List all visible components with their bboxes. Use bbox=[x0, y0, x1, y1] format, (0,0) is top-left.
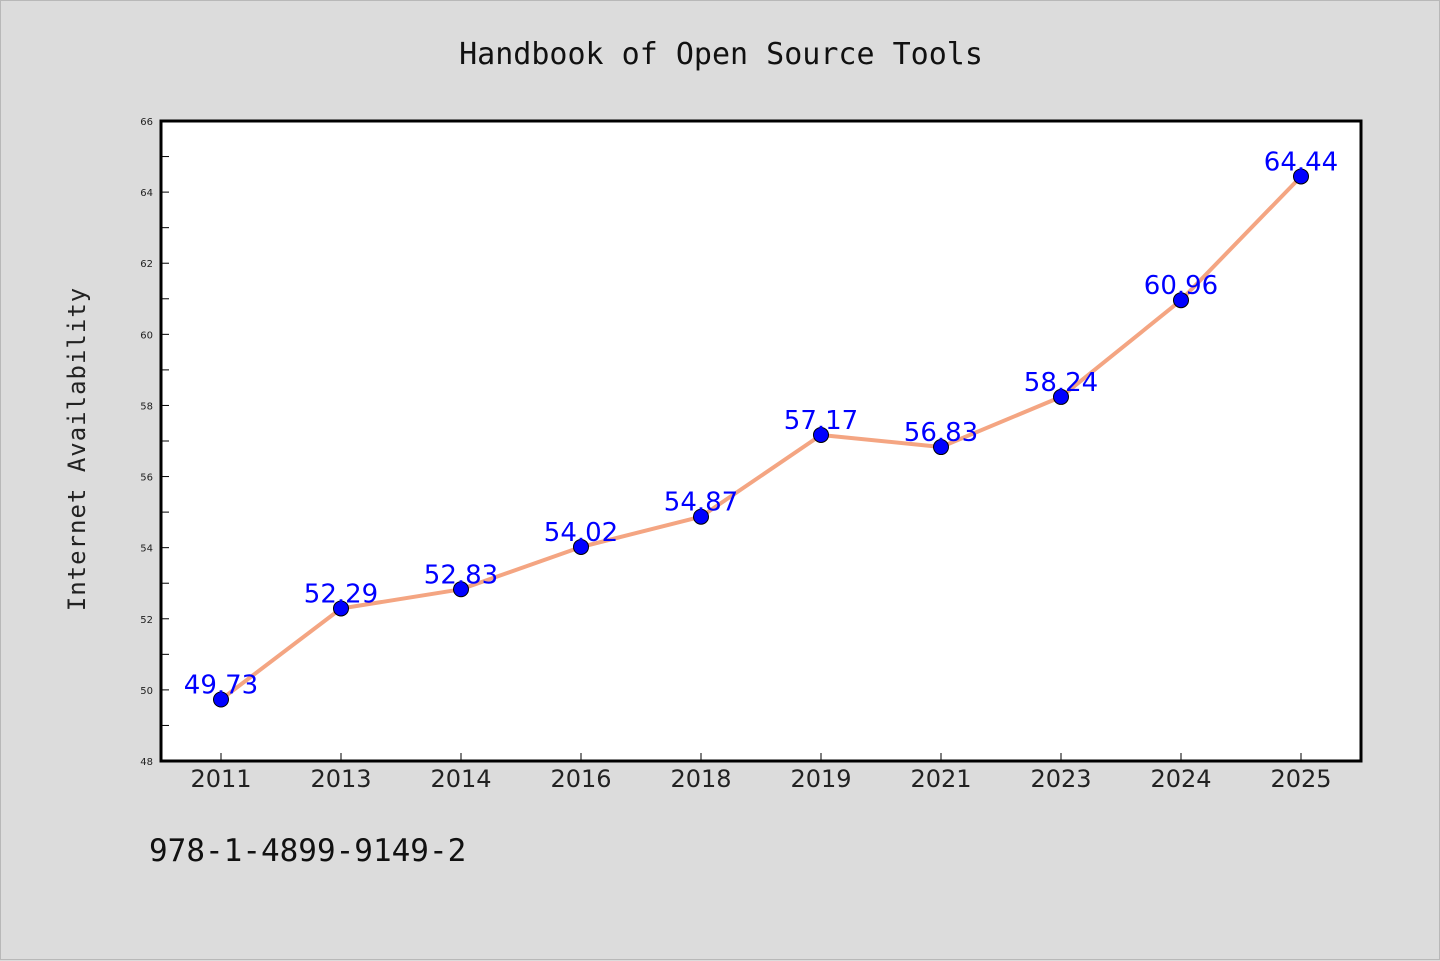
data-labels: 49.73 52.29 52.83 54.02 54.87 57.17 56.83 58.24… bbox=[184, 147, 1338, 700]
data-point bbox=[213, 691, 229, 708]
data-point bbox=[453, 581, 469, 598]
data-label: 49.73 bbox=[184, 670, 258, 700]
x-tick-label: 2013 bbox=[310, 765, 371, 793]
plot-frame bbox=[159, 119, 1363, 763]
series-markers bbox=[213, 168, 1309, 708]
y-tick-label: 62 bbox=[140, 259, 153, 270]
y-tick-label: 50 bbox=[140, 686, 153, 697]
y-tick-label: 52 bbox=[140, 615, 153, 626]
y-tick-label: 64 bbox=[140, 188, 153, 199]
x-tick-label: 2016 bbox=[550, 765, 611, 793]
x-tick-label: 2021 bbox=[910, 765, 971, 793]
data-label: 56.83 bbox=[904, 418, 978, 448]
data-label: 60.96 bbox=[1144, 271, 1218, 301]
x-tick-label: 2014 bbox=[430, 765, 491, 793]
x-tick-label: 2023 bbox=[1030, 765, 1091, 793]
data-label: 52.29 bbox=[304, 579, 378, 609]
y-tick-label: 54 bbox=[140, 544, 153, 555]
data-point bbox=[693, 508, 709, 525]
data-label: 54.02 bbox=[544, 518, 618, 548]
plot-area bbox=[161, 121, 1361, 761]
data-point bbox=[1173, 292, 1189, 309]
data-label: 57.17 bbox=[784, 406, 858, 436]
y-tick-label: 60 bbox=[140, 330, 153, 341]
data-label: 58.24 bbox=[1024, 368, 1098, 398]
y-tick-label: 66 bbox=[140, 117, 153, 128]
data-point bbox=[333, 600, 349, 617]
data-point bbox=[813, 426, 829, 443]
y-tick-label: 56 bbox=[140, 473, 153, 484]
x-tick-label: 2025 bbox=[1270, 765, 1331, 793]
y-axis-label: Internet Availability bbox=[63, 287, 91, 611]
data-label: 64.44 bbox=[1264, 147, 1338, 177]
isbn-footer: 978-1-4899-9149-2 bbox=[149, 833, 467, 869]
y-tick-label: 48 bbox=[140, 757, 153, 768]
x-tick-label: 2019 bbox=[790, 765, 851, 793]
data-point bbox=[933, 439, 949, 456]
data-point bbox=[573, 538, 589, 555]
y-tick-label: 58 bbox=[140, 401, 153, 412]
x-tick-label: 2024 bbox=[1150, 765, 1211, 793]
x-tick-label: 2018 bbox=[670, 765, 731, 793]
data-label: 52.83 bbox=[424, 560, 498, 590]
y-axis: 48 50 52 54 56 58 60 62 64 66 bbox=[140, 117, 169, 768]
x-tick-label: 2011 bbox=[190, 765, 251, 793]
data-point bbox=[1293, 168, 1309, 185]
series-line bbox=[219, 175, 1303, 702]
data-label: 54.87 bbox=[664, 488, 738, 518]
data-point bbox=[1053, 388, 1069, 405]
x-axis: 2011 2013 2014 2016 2018 2019 2021 2023 2024 2025 bbox=[190, 753, 1332, 793]
chart-title: Handbook of Open Source Tools bbox=[459, 37, 983, 72]
